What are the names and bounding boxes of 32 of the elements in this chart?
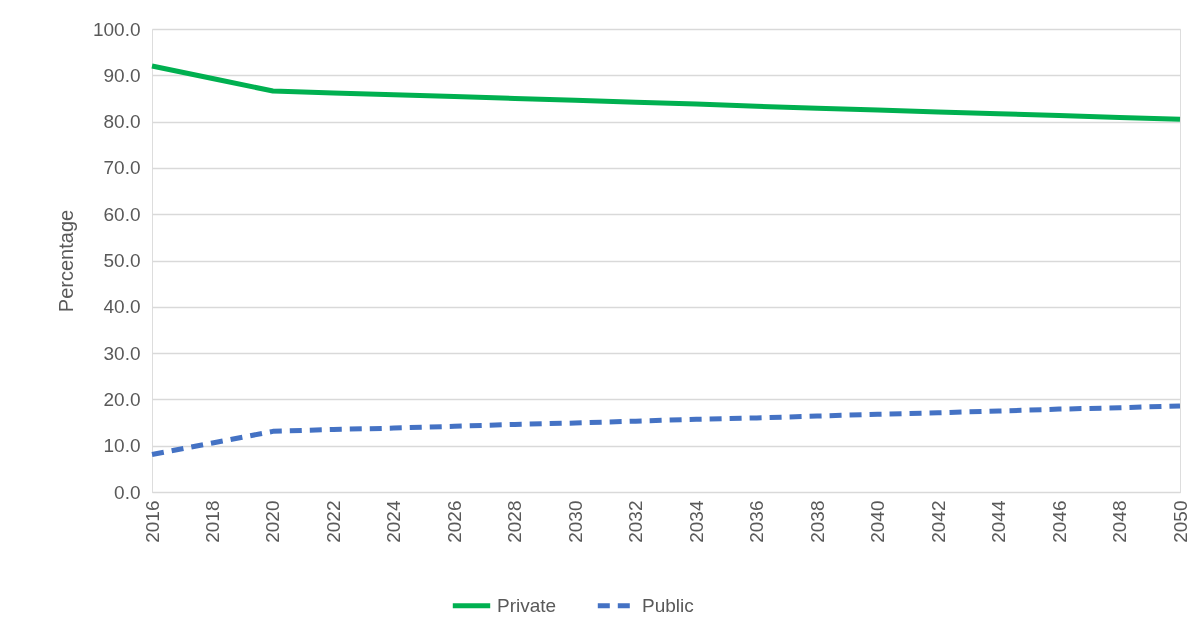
y-tick-label: 80.0 bbox=[103, 111, 141, 133]
y-tick-label: 20.0 bbox=[103, 388, 141, 410]
y-tick-label: 70.0 bbox=[103, 157, 141, 179]
x-tick-label: 2050 bbox=[1169, 500, 1191, 543]
legend-label: Public bbox=[642, 594, 694, 616]
y-tick-label: 0.0 bbox=[114, 481, 141, 503]
x-tick-label: 2032 bbox=[625, 500, 647, 543]
y-tick-label: 10.0 bbox=[103, 435, 141, 457]
x-tick-label: 2028 bbox=[504, 500, 526, 543]
x-tick-label: 2020 bbox=[262, 500, 284, 543]
x-tick-label: 2036 bbox=[746, 500, 768, 543]
y-tick-label: 50.0 bbox=[103, 250, 141, 271]
y-tick-label: 30.0 bbox=[103, 342, 141, 364]
x-tick-label: 2040 bbox=[867, 500, 889, 543]
x-tick-label: 2046 bbox=[1048, 500, 1070, 543]
x-tick-label: 2042 bbox=[927, 500, 949, 543]
x-tick-label: 2038 bbox=[806, 500, 828, 543]
y-tick-label: 60.0 bbox=[103, 203, 141, 225]
legend-label: Private bbox=[497, 594, 557, 616]
y-tick-label: 100.0 bbox=[92, 18, 141, 40]
x-tick-label: 2026 bbox=[443, 500, 465, 543]
x-tick-label: 2048 bbox=[1109, 500, 1131, 543]
x-tick-label: 2034 bbox=[685, 500, 707, 543]
x-tick-label: 2044 bbox=[988, 500, 1010, 543]
x-tick-label: 2030 bbox=[564, 500, 586, 543]
y-axis-title: Percentage bbox=[54, 209, 77, 313]
x-tick-label: 2024 bbox=[383, 500, 405, 543]
y-tick-label: 90.0 bbox=[103, 64, 141, 86]
x-tick-label: 2016 bbox=[141, 500, 163, 543]
x-tick-label: 2018 bbox=[201, 500, 223, 543]
x-tick-label: 2022 bbox=[322, 500, 344, 543]
y-tick-label: 40.0 bbox=[103, 296, 141, 318]
